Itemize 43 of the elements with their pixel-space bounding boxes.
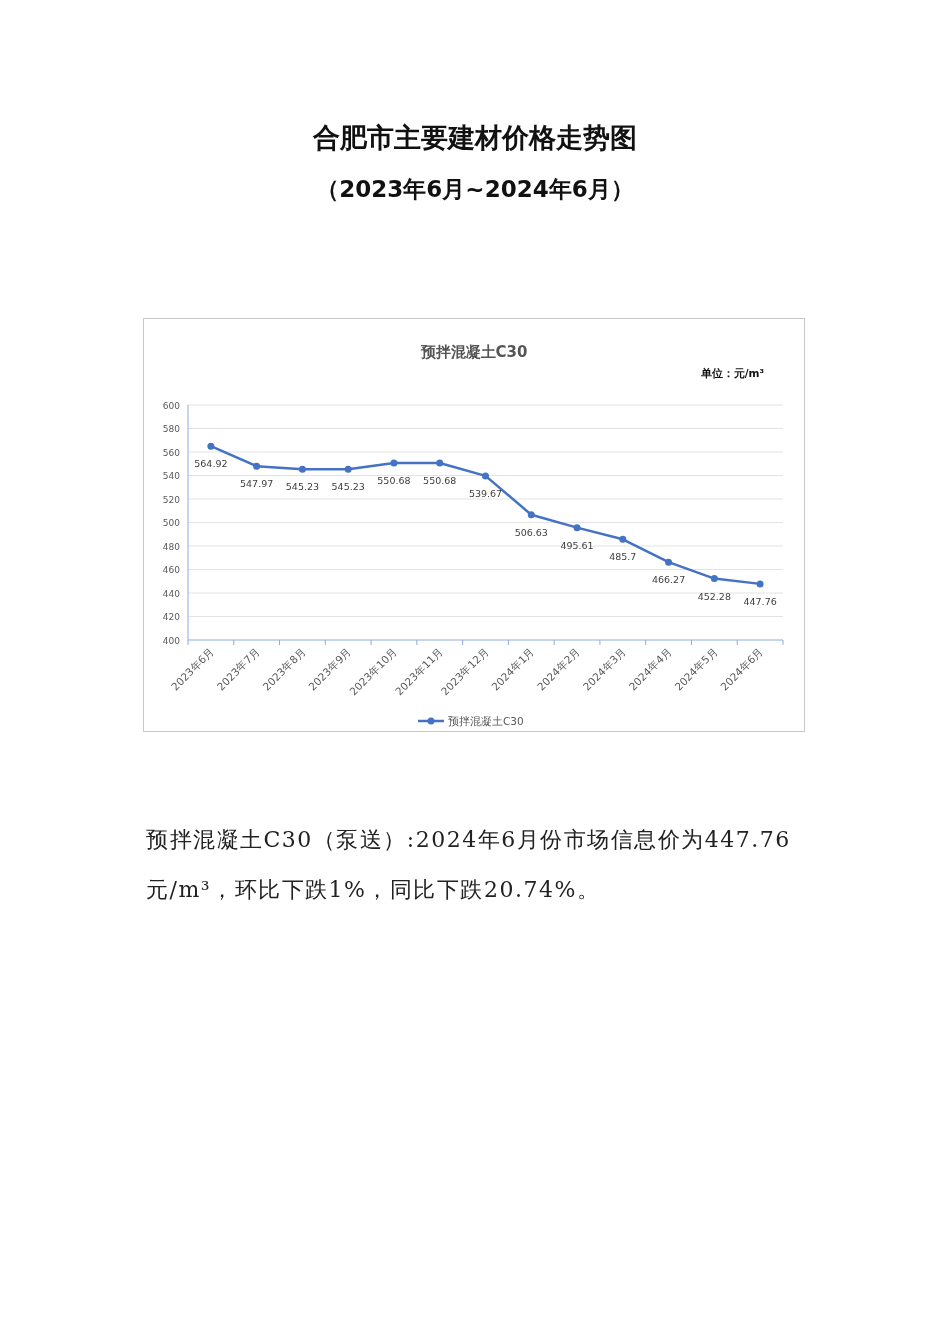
point [207, 442, 215, 450]
y-tick-label: 440 [162, 588, 181, 599]
y-tick-label: 540 [162, 471, 181, 481]
data-label: 545.23 [331, 481, 365, 493]
y-tick-label: 520 [162, 494, 181, 505]
point [436, 459, 444, 467]
data-label: 466.27 [651, 574, 686, 586]
y-tick-label: 580 [162, 424, 181, 434]
data-label: 452.28 [697, 590, 731, 602]
text: （2023年6月~2024年6月） [315, 175, 635, 204]
data-label: 564.92 [194, 458, 228, 470]
y-tick-label: 560 [162, 447, 181, 458]
text: 预拌混凝土C30（泵送）:2024年6月份市场信息价为447.76元/m³，环比下跌1%，同比下跌20.74%。 [146, 826, 792, 904]
data-label: 550.68 [377, 474, 411, 486]
y-tick-label: 400 [162, 635, 181, 646]
y-tick-label: 420 [162, 612, 181, 622]
data-label: 539.67 [468, 487, 503, 499]
point [710, 575, 718, 583]
y-tick-label: 460 [162, 565, 181, 575]
point [527, 511, 535, 519]
point [390, 459, 398, 467]
chart-title: 预拌混凝土C30 [419, 343, 528, 361]
data-label: 485.7 [609, 551, 637, 563]
data-label: 545.23 [285, 481, 320, 493]
point [253, 462, 261, 470]
data-label: 495.61 [560, 539, 594, 551]
legend-label: 预拌混凝土C30 [448, 715, 524, 727]
y-axis-title: 单位：元/m³ [699, 367, 765, 379]
point [344, 465, 352, 473]
y-tick-label: 480 [162, 541, 181, 552]
point [573, 524, 581, 532]
point [756, 580, 764, 588]
data-label: 550.68 [423, 474, 457, 486]
point [298, 465, 306, 473]
point [619, 535, 627, 543]
y-tick-label: 500 [162, 518, 181, 528]
y-tick-label: 600 [162, 400, 181, 411]
data-label: 547.97 [240, 478, 274, 490]
point [482, 472, 489, 480]
data-label: 506.63 [514, 526, 548, 538]
text: 合肥市主要建材价格走势图 [312, 121, 638, 155]
data-label: 447.76 [743, 595, 777, 607]
point [665, 558, 673, 566]
